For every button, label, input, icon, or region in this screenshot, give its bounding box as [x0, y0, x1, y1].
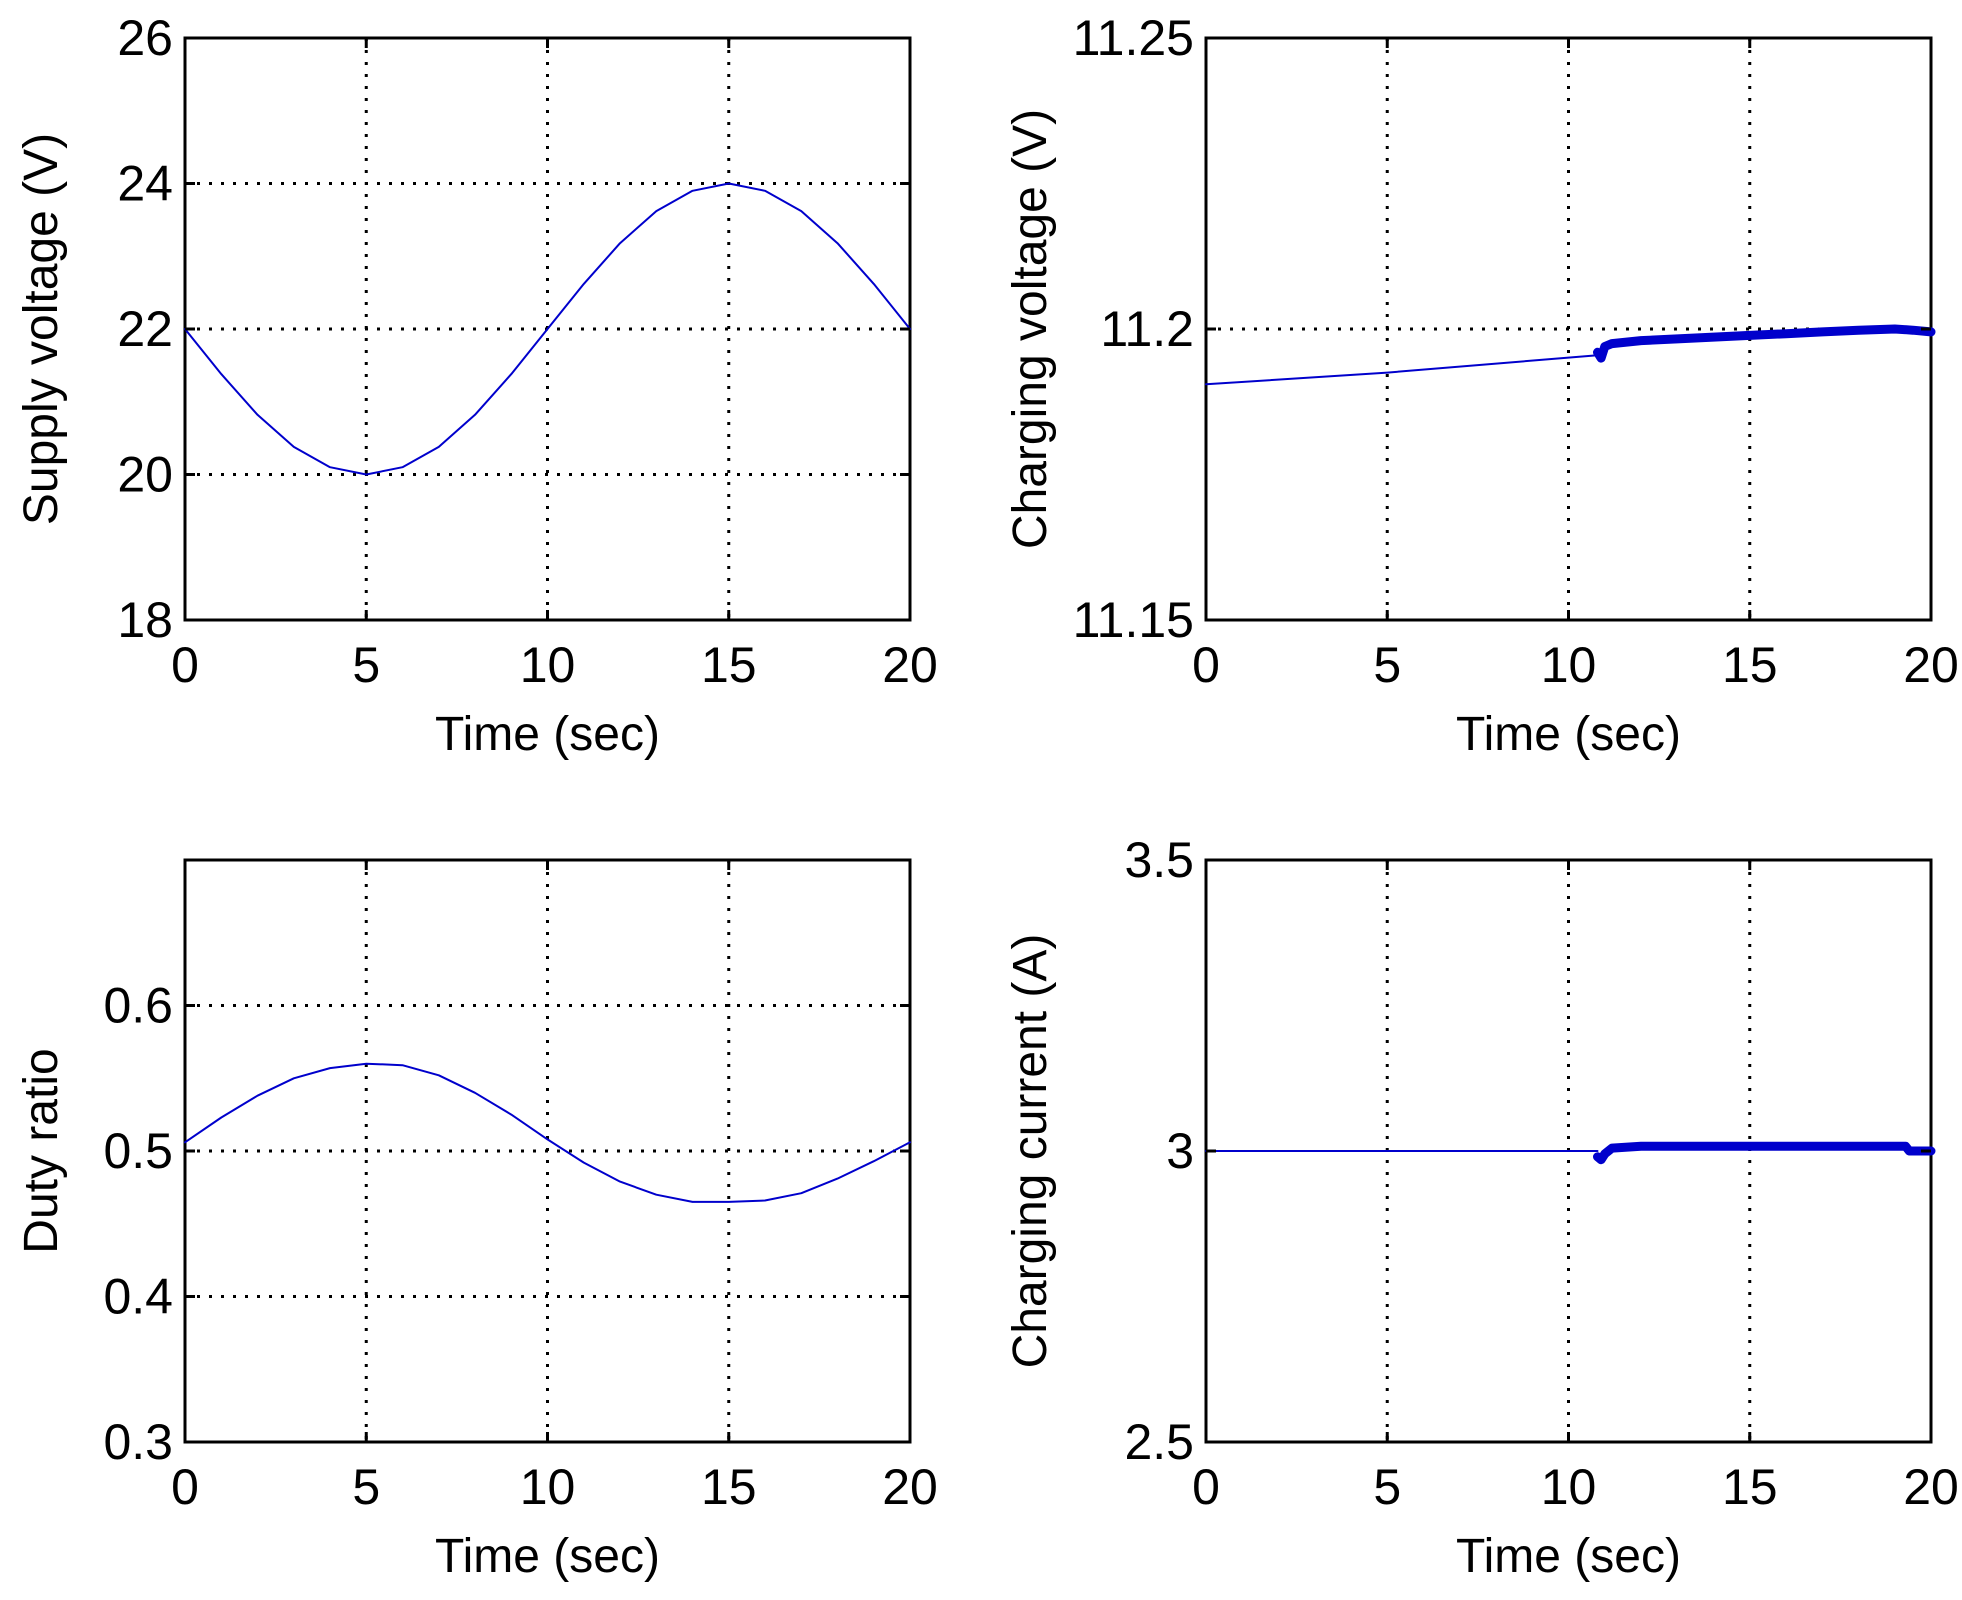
tick-labels: 0 5 10 15 20 2.5 3 3.5 [1124, 832, 1958, 1515]
x-tick-label: 15 [701, 637, 757, 693]
panel-charging-voltage: 0 5 10 15 20 11.15 11.2 11.25 Time (sec) Chargi… [1004, 10, 1959, 761]
tick-labels: 0 5 10 15 20 18 20 22 24 26 [117, 10, 937, 693]
series-group [1205, 1141, 1936, 1165]
tick-labels: 0 5 10 15 20 0.3 0.4 0.5 0.6 [103, 860, 938, 1515]
x-tick-label: 5 [352, 637, 380, 693]
series-line-1 [1593, 1141, 1936, 1165]
y-tick-label: 18 [117, 592, 173, 648]
x-tick-label: 10 [520, 637, 576, 693]
y-tick-label: 11.15 [1073, 592, 1194, 648]
series-group [1205, 324, 1936, 386]
y-axis-label: Charging current (A) [1004, 934, 1057, 1369]
x-axis-label: Time (sec) [1456, 1530, 1681, 1583]
y-tick-label: 11.25 [1073, 10, 1194, 66]
y-tick-label: 20 [117, 447, 173, 503]
x-tick-label: 15 [701, 1459, 757, 1515]
y-tick-label: 26 [117, 10, 173, 66]
y-tick-label: 0.4 [103, 1269, 173, 1325]
series-line-0 [184, 1062, 911, 1203]
x-tick-label: 10 [1541, 1459, 1597, 1515]
series-group [184, 1062, 911, 1203]
x-tick-label: 15 [1722, 1459, 1778, 1515]
y-tick-label: 0.6 [103, 978, 173, 1034]
panel-charging-current: 0 5 10 15 20 2.5 3 3.5 Time (sec) Charging curr… [1004, 832, 1959, 1583]
x-tick-label: 5 [1373, 637, 1401, 693]
x-tick-label: 10 [1541, 637, 1597, 693]
tick-labels: 0 5 10 15 20 11.15 11.2 11.25 [1073, 10, 1959, 693]
x-tick-label: 5 [1373, 1459, 1401, 1515]
series-line-1 [1593, 324, 1936, 363]
y-tick-label: 0.5 [103, 1123, 173, 1179]
panel-duty-ratio: 0 5 10 15 20 0.3 0.4 0.5 0.6 Time (sec) Duty rat… [15, 858, 938, 1583]
x-tick-label: 20 [1903, 1459, 1959, 1515]
y-axis-label: Duty ratio [15, 1048, 68, 1253]
x-tick-label: 0 [171, 1459, 199, 1515]
x-axis-label: Time (sec) [1456, 708, 1681, 761]
x-tick-label: 15 [1722, 637, 1778, 693]
x-axis-label: Time (sec) [435, 708, 660, 761]
x-tick-label: 20 [1903, 637, 1959, 693]
x-tick-label: 0 [1192, 1459, 1220, 1515]
y-axis-label: Charging voltage (V) [1004, 109, 1057, 549]
y-tick-label: 3.5 [1124, 832, 1194, 888]
y-tick-label: 2.5 [1124, 1414, 1194, 1470]
x-tick-label: 20 [882, 637, 938, 693]
y-tick-label: 24 [117, 156, 173, 212]
y-tick-label: 3 [1166, 1123, 1194, 1179]
panel-supply-voltage: 0 5 10 15 20 18 20 22 24 26 Time (sec) Supply vol… [15, 10, 938, 761]
x-tick-label: 10 [520, 1459, 576, 1515]
series-line-0 [1205, 354, 1599, 386]
x-tick-label: 0 [1192, 637, 1220, 693]
y-tick-label: 0.3 [103, 1414, 173, 1470]
x-tick-label: 5 [352, 1459, 380, 1515]
x-tick-label: 0 [171, 637, 199, 693]
y-tick-label: 22 [117, 301, 173, 357]
series-line-0 [184, 182, 911, 476]
y-axis-label: Supply voltage (V) [15, 133, 68, 525]
grid [185, 860, 910, 1442]
y-tick-label: 11.2 [1100, 301, 1194, 357]
x-tick-label: 20 [882, 1459, 938, 1515]
grid [1206, 38, 1931, 620]
x-axis-label: Time (sec) [435, 1530, 660, 1583]
series-group [184, 182, 911, 476]
